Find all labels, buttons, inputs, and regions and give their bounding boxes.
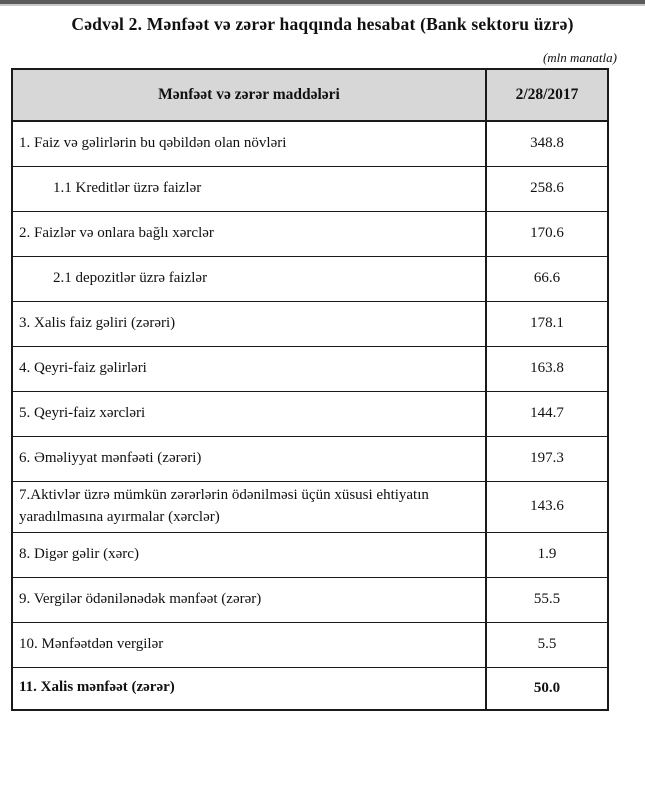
profit-loss-table: Mənfəət və zərər maddələri 2/28/2017 1. … [11,68,609,711]
row-label: 1. Faiz və gəlirlərin bu qəbildən olan n… [11,120,487,167]
row-value: 55.5 [485,576,609,623]
table-header-row: Mənfəət və zərər maddələri 2/28/2017 [11,68,609,122]
table-row: 7.Aktivlər üzrə mümkün zərərlərin ödənil… [11,480,609,533]
row-value: 348.8 [485,120,609,167]
unit-note: (mln manatla) [542,50,617,65]
row-value: 143.6 [485,480,609,533]
page-top-rule [0,0,645,6]
row-value: 170.6 [485,210,609,257]
table-row: 4. Qeyri-faiz gəlirləri 163.8 [11,345,609,392]
row-label: 9. Vergilər ödənilənədək mənfəət (zərər) [11,576,487,623]
table-row: 6. Əməliyyat mənfəəti (zərəri) 197.3 [11,435,609,482]
items-column-header: Mənfəət və zərər maddələri [11,68,487,122]
row-label: 10. Mənfəətdən vergilər [11,621,487,668]
row-label: 1.1 Kreditlər üzrə faizlər [11,165,487,212]
row-value: 197.3 [485,435,609,482]
row-label: 6. Əməliyyat mənfəəti (zərəri) [11,435,487,482]
row-label: 2.1 depozitlər üzrə faizlər [11,255,487,302]
row-label: 4. Qeyri-faiz gəlirləri [11,345,487,392]
date-column-header: 2/28/2017 [485,68,609,122]
table-row: 2. Faizlər və onlara bağlı xərclər 170.6 [11,210,609,257]
row-label: 3. Xalis faiz gəliri (zərəri) [11,300,487,347]
row-value: 66.6 [485,255,609,302]
table-row: 9. Vergilər ödənilənədək mənfəət (zərər)… [11,576,609,623]
table-row: 3. Xalis faiz gəliri (zərəri) 178.1 [11,300,609,347]
row-value: 1.9 [485,531,609,578]
table-row: 1. Faiz və gəlirlərin bu qəbildən olan n… [11,120,609,167]
row-value: 258.6 [485,165,609,212]
row-label: 7.Aktivlər üzrə mümkün zərərlərin ödənil… [11,480,487,533]
table-row-total: 11. Xalis mənfəət (zərər) 50.0 [11,666,609,711]
table-row: 5. Qeyri-faiz xərcləri 144.7 [11,390,609,437]
row-label: 8. Digər gəlir (xərc) [11,531,487,578]
row-value: 50.0 [485,666,609,711]
row-value: 144.7 [485,390,609,437]
row-label: 11. Xalis mənfəət (zərər) [11,666,487,711]
page-title: Cədvəl 2. Mənfəət və zərər haqqında hesa… [71,14,574,34]
table-row: 8. Digər gəlir (xərc) 1.9 [11,531,609,578]
table-row: 1.1 Kreditlər üzrə faizlər 258.6 [11,165,609,212]
row-label: 2. Faizlər və onlara bağlı xərclər [11,210,487,257]
row-value: 5.5 [485,621,609,668]
table-row: 10. Mənfəətdən vergilər 5.5 [11,621,609,668]
table-row: 2.1 depozitlər üzrə faizlər 66.6 [11,255,609,302]
row-value: 178.1 [485,300,609,347]
row-value: 163.8 [485,345,609,392]
row-label: 5. Qeyri-faiz xərcləri [11,390,487,437]
